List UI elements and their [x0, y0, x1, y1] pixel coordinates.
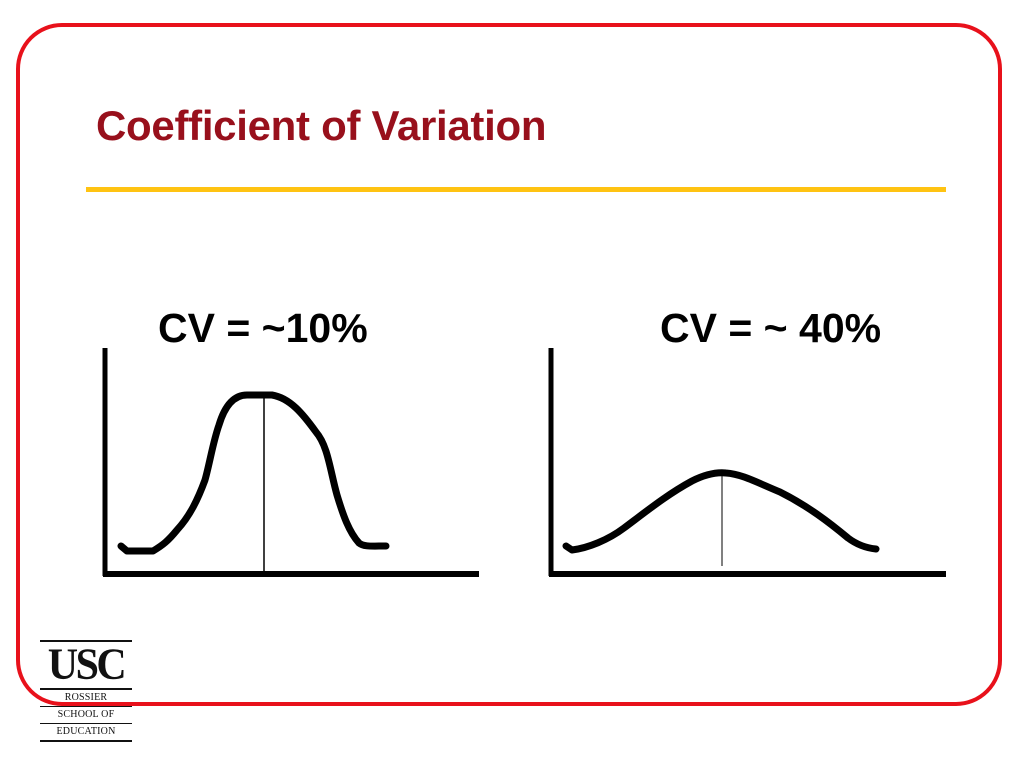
- logo-line-school: SCHOOL OF: [57, 709, 115, 720]
- graph-right: [548, 348, 946, 577]
- title-underline: [86, 187, 946, 192]
- usc-rossier-logo: USC ROSSIER SCHOOL OF EDUCATION: [40, 640, 132, 750]
- logo-divider: [40, 706, 132, 707]
- cv-label-right: CV = ~ 40%: [660, 305, 882, 351]
- narrow-curve: [117, 391, 390, 555]
- logo-bottom-bar: [40, 740, 132, 742]
- logo-wordmark: USC: [47, 640, 127, 690]
- logo-divider: [40, 688, 132, 690]
- graph-left: [102, 348, 479, 577]
- wide-curve: [562, 469, 880, 554]
- logo-line-rossier: ROSSIER: [64, 692, 108, 703]
- logo-line-education: EDUCATION: [56, 726, 116, 737]
- logo-divider: [40, 723, 132, 724]
- slide-border: [16, 23, 1002, 706]
- cv-label-left: CV = ~10%: [158, 305, 368, 351]
- logo-top-bar: [40, 640, 132, 642]
- slide-title: Coefficient of Variation: [96, 102, 547, 149]
